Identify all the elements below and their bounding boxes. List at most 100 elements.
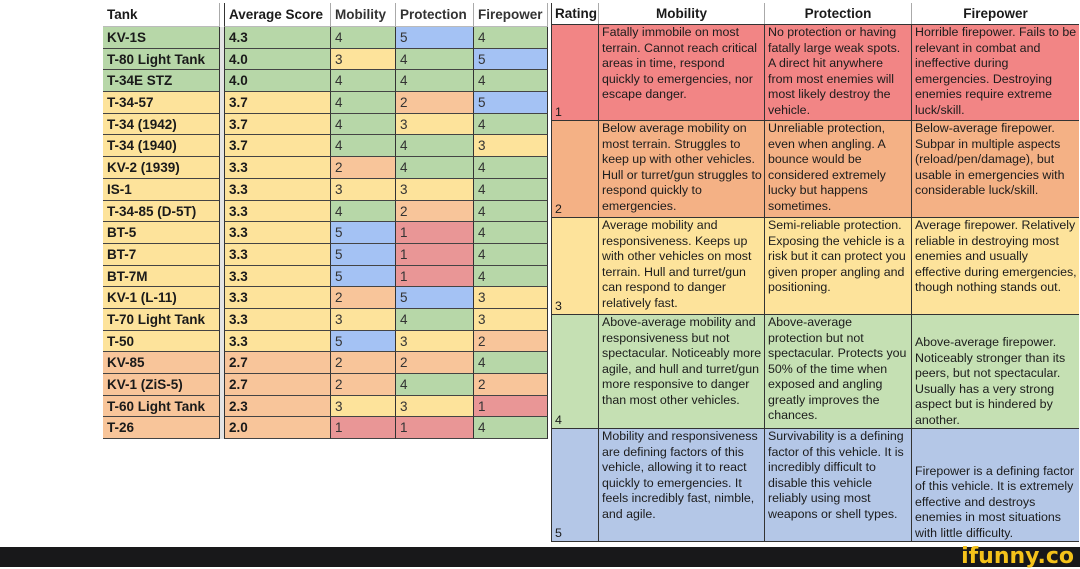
mobility-score: 4	[331, 92, 396, 114]
protection-score: 4	[396, 135, 474, 158]
tank-table-body: KV-1S 4.3 4 5 4 T-80 Light Tank 4.0 3 4 …	[103, 27, 548, 440]
column-gap	[220, 308, 224, 331]
firepower-description: Horrible firepower. Fails to be relevant…	[915, 25, 1077, 117]
protection-score: 3	[396, 113, 474, 136]
protection-score: 4	[396, 308, 474, 331]
rating-row: 5 Mobility and responsiveness are defini…	[552, 429, 1079, 542]
tank-score-table: Tank Average Score Mobility Protection F…	[103, 3, 548, 440]
protection-description: Above-average protection but not spectac…	[765, 315, 912, 428]
firepower-score: 4	[474, 70, 548, 93]
protection-score: 3	[396, 178, 474, 201]
protection-score: 1	[396, 222, 474, 244]
rating-value: 5	[552, 429, 599, 541]
protection-score: 4	[396, 70, 474, 93]
average-score: 4.0	[224, 70, 331, 93]
protection-description: No protection or having fatally large we…	[765, 25, 912, 120]
protection-description: Unreliable protection, even when angling…	[765, 121, 912, 217]
rating-table-body: 1 Fatally immobile on most terrain. Cann…	[552, 25, 1079, 542]
mobility-score: 3	[331, 178, 396, 201]
firepower-score: 3	[474, 308, 548, 331]
tank-row: T-34-85 (D-5T) 3.3 4 2 4	[103, 200, 548, 223]
tank-row: T-26 2.0 1 1 4	[103, 417, 548, 440]
tank-name: T-34 (1942)	[103, 113, 220, 136]
firepower-description: Average firepower. Relatively reliable i…	[915, 218, 1077, 294]
header-firepower: Firepower	[474, 3, 548, 27]
column-gap	[220, 92, 224, 114]
average-score: 3.3	[224, 330, 331, 353]
tank-name: KV-85	[103, 352, 220, 374]
header-average-score: Average Score	[224, 3, 331, 27]
average-score: 3.7	[224, 135, 331, 158]
tank-row: T-60 Light Tank 2.3 3 3 1	[103, 395, 548, 418]
rating-row: 4 Above-average mobility and responsiven…	[552, 315, 1079, 429]
mobility-score: 5	[331, 265, 396, 288]
mobility-score: 5	[331, 243, 396, 266]
tank-row: BT-5 3.3 5 1 4	[103, 222, 548, 244]
average-score: 3.7	[224, 92, 331, 114]
mobility-description: Below average mobility on most terrain. …	[599, 121, 765, 217]
tank-row: T-80 Light Tank 4.0 3 4 5	[103, 48, 548, 71]
tank-row: T-70 Light Tank 3.3 3 4 3	[103, 308, 548, 331]
column-gap	[220, 374, 224, 396]
mobility-score: 4	[331, 135, 396, 158]
tank-row: KV-1 (ZiS-5) 2.7 2 4 2	[103, 374, 548, 396]
header-firepower: Firepower	[963, 6, 1028, 21]
firepower-score: 4	[474, 178, 548, 201]
header-rating: Rating	[552, 3, 599, 24]
protection-score: 5	[396, 287, 474, 309]
firepower-score: 3	[474, 287, 548, 309]
header-tank: Tank	[103, 3, 220, 27]
rating-legend-table: Rating Mobility Protection Firepower 1 F…	[551, 3, 1079, 542]
firepower-description: Below-average firepower. Subpar in multi…	[915, 121, 1065, 197]
tank-name: IS-1	[103, 178, 220, 201]
average-score: 3.3	[224, 265, 331, 288]
protection-score: 2	[396, 200, 474, 223]
average-score: 4.0	[224, 48, 331, 71]
column-gap	[220, 48, 224, 71]
protection-score: 3	[396, 330, 474, 353]
average-score: 3.7	[224, 113, 331, 136]
rating-value: 1	[552, 25, 599, 120]
firepower-score: 4	[474, 200, 548, 223]
protection-score: 1	[396, 417, 474, 440]
protection-score: 5	[396, 27, 474, 49]
column-gap	[220, 222, 224, 244]
firepower-score: 5	[474, 48, 548, 71]
tank-name: T-60 Light Tank	[103, 395, 220, 418]
average-score: 3.3	[224, 287, 331, 309]
column-gap	[220, 243, 224, 266]
tank-name: BT-7M	[103, 265, 220, 288]
mobility-score: 4	[331, 113, 396, 136]
firepower-score: 4	[474, 27, 548, 49]
column-gap	[220, 265, 224, 288]
protection-description: Survivability is a defining factor of th…	[765, 429, 912, 541]
header-mobility: Mobility	[599, 3, 765, 24]
tank-row: KV-1S 4.3 4 5 4	[103, 27, 548, 49]
tank-name: T-50	[103, 330, 220, 353]
mobility-description: Above-average mobility and responsivenes…	[599, 315, 765, 428]
rating-row: 1 Fatally immobile on most terrain. Cann…	[552, 25, 1079, 121]
tank-row: KV-2 (1939) 3.3 2 4 4	[103, 157, 548, 179]
firepower-score: 4	[474, 243, 548, 266]
average-score: 3.3	[224, 308, 331, 331]
mobility-score: 1	[331, 417, 396, 440]
tank-name: T-34-57	[103, 92, 220, 114]
tank-name: BT-5	[103, 222, 220, 244]
tank-row: BT-7M 3.3 5 1 4	[103, 265, 548, 288]
protection-score: 2	[396, 92, 474, 114]
mobility-description: Fatally immobile on most terrain. Cannot…	[599, 25, 765, 120]
header-mobility: Mobility	[331, 3, 396, 27]
firepower-score: 4	[474, 417, 548, 440]
average-score: 3.3	[224, 200, 331, 223]
column-gap	[220, 200, 224, 223]
mobility-score: 2	[331, 352, 396, 374]
rating-table-header: Rating Mobility Protection Firepower	[552, 3, 1079, 25]
firepower-description: Firepower is a defining factor of this v…	[915, 463, 1075, 540]
tank-row: T-34E STZ 4.0 4 4 4	[103, 70, 548, 93]
firepower-score: 1	[474, 395, 548, 418]
rating-row: 3 Average mobility and responsiveness. K…	[552, 218, 1079, 315]
mobility-score: 2	[331, 287, 396, 309]
average-score: 3.3	[224, 243, 331, 266]
firepower-score: 4	[474, 157, 548, 179]
tank-name: KV-1 (L-11)	[103, 287, 220, 309]
